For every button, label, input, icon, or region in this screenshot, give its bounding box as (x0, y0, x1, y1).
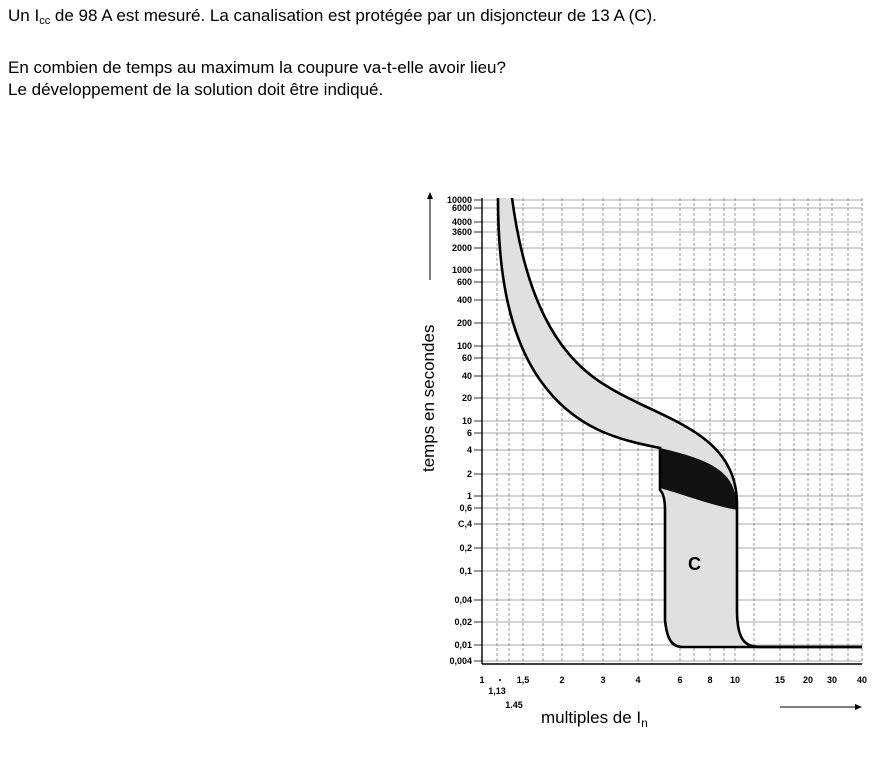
x-arrow-head (855, 704, 862, 710)
y-tick-label: 400 (457, 295, 472, 305)
y-tick-label: 1 (467, 491, 472, 501)
question-line-2: En combien de temps au maximum la coupur… (8, 58, 506, 77)
lower-trip-curve (496, 197, 862, 649)
x-tick-label: 1,5 (517, 675, 530, 685)
y-tick-label: 10000 (447, 195, 472, 205)
y-tick-label: 4000 (452, 217, 472, 227)
y-tick-label: 20 (462, 393, 472, 403)
x-tick-label: 30 (827, 675, 837, 685)
x-tick-dot (499, 679, 501, 681)
y-tick-label: 6 (467, 428, 472, 438)
y-tick-label: 600 (457, 277, 472, 287)
y-tick-label: C,4 (458, 519, 472, 529)
x-tick-label: 15 (775, 675, 785, 685)
x-tick-label: 40 (857, 675, 867, 685)
y-tick-label: 0,1 (459, 566, 472, 576)
y-tick-label: 4 (467, 445, 472, 455)
upper-trip-curve (510, 197, 862, 649)
dark-zone (660, 448, 737, 510)
y-tick-label: 0,02 (454, 617, 472, 627)
y-tick-label: 0,6 (459, 503, 472, 513)
y-tick-label: 40 (462, 371, 472, 381)
y-tick-label: 10 (462, 416, 472, 426)
y-tick-label: 0,2 (459, 543, 472, 553)
y-tick-label: 2000 (452, 243, 472, 253)
x-tick-label: 3 (600, 675, 605, 685)
y-arrow-head (427, 192, 433, 199)
x-tick-label: 20 (803, 675, 813, 685)
y-tick-label: 3600 (452, 227, 472, 237)
question-line-1: Un Icc de 98 A est mesuré. La canalisati… (8, 6, 657, 27)
y-tick-label: 1000 (452, 265, 472, 275)
y-tick-label: 0,01 (454, 640, 472, 650)
x-axis-title: multiples de In (541, 708, 648, 730)
x-tick-label: 6 (677, 675, 682, 685)
y-tick-label: 2 (467, 469, 472, 479)
tolerance-band (498, 198, 862, 647)
x-tick-label: 1 (479, 675, 484, 685)
y-tick-label: 100 (457, 341, 472, 351)
y-axis-title: temps en secondes (419, 325, 438, 472)
y-tick-label: 0,04 (454, 595, 472, 605)
x-tick-label: 10 (730, 675, 740, 685)
x-tick-label: 4 (635, 675, 640, 685)
x-tick-label: 2 (559, 675, 564, 685)
y-tick-label: 6000 (452, 203, 472, 213)
y-tick-label: 200 (457, 318, 472, 328)
question-line-3: Le développement de la solution doit êtr… (8, 80, 384, 99)
y-tick-label: 60 (462, 353, 472, 363)
x-tick-labels: 1 1,5 2 3 4 6 8 10 15 20 30 40 1,13 1.45 (479, 675, 867, 710)
x-tick-label-extra: 1.45 (505, 700, 523, 710)
x-tick-label-extra: 1,13 (488, 686, 506, 696)
x-tick-label: 8 (707, 675, 712, 685)
y-tick-label: 0,004 (449, 656, 472, 666)
curve-label-c: C (688, 554, 701, 574)
